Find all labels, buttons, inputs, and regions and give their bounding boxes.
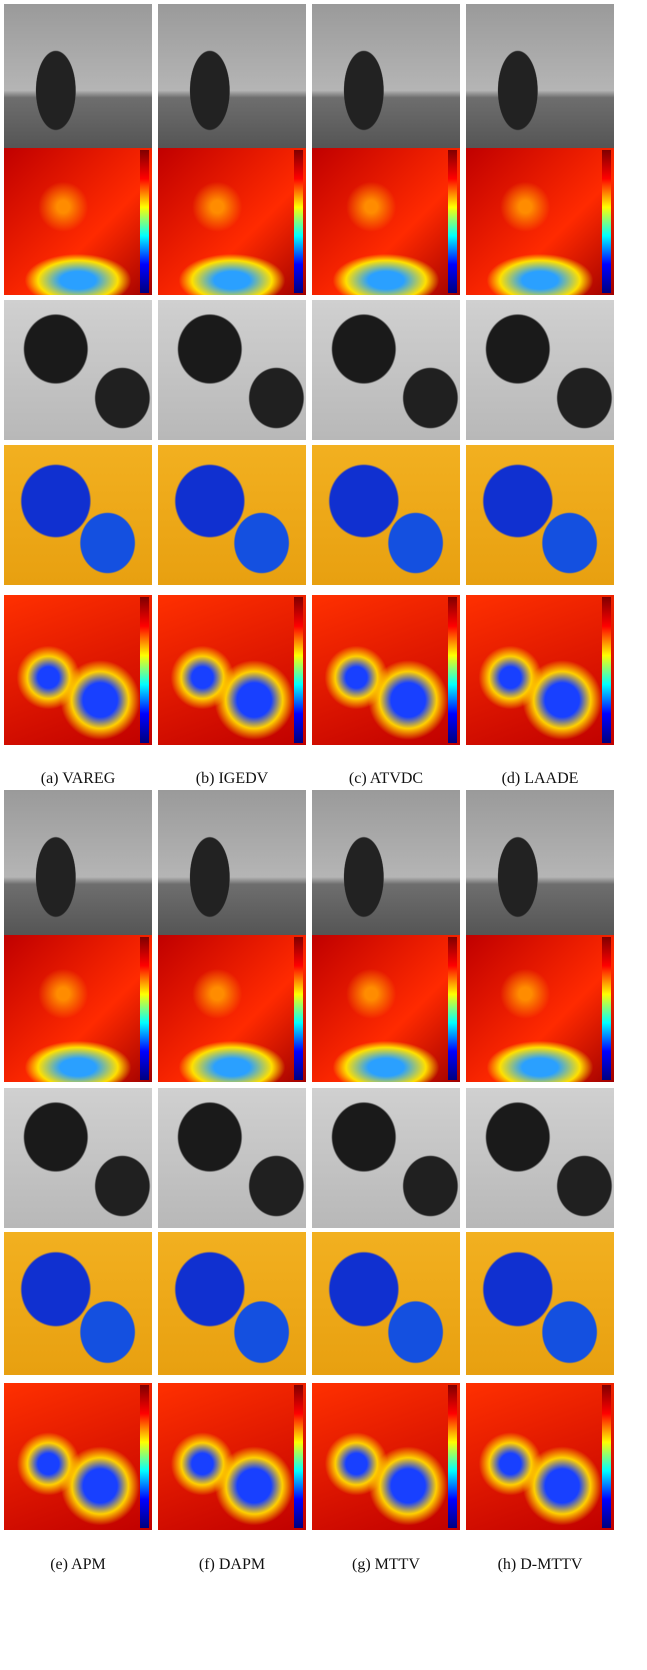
error-map bbox=[158, 148, 306, 295]
figure: (a) VAREG(b) IGEDV(c) ATVDC(d) LAADE (e) … bbox=[0, 0, 647, 1670]
image bbox=[4, 4, 152, 148]
caption: (h) D-MTTV bbox=[460, 1556, 620, 1574]
caption: (g) MTTV bbox=[306, 1556, 466, 1574]
image bbox=[4, 300, 152, 440]
error-map bbox=[312, 148, 460, 295]
image bbox=[466, 790, 614, 935]
colorbar bbox=[448, 937, 457, 1080]
error-map bbox=[158, 595, 306, 745]
error-map bbox=[158, 1383, 306, 1530]
colorbar bbox=[448, 597, 457, 743]
colorbar bbox=[140, 597, 149, 743]
image bbox=[4, 790, 152, 935]
caption: (c) ATVDC bbox=[306, 770, 466, 788]
caption: (a) VAREG bbox=[0, 770, 158, 788]
error-map bbox=[158, 935, 306, 1082]
image bbox=[312, 300, 460, 440]
colorbar bbox=[602, 597, 611, 743]
image bbox=[4, 1088, 152, 1228]
colorbar bbox=[140, 1385, 149, 1528]
error-map bbox=[4, 1383, 152, 1530]
image bbox=[158, 300, 306, 440]
error-map bbox=[466, 595, 614, 745]
colorbar bbox=[602, 150, 611, 293]
error-map bbox=[312, 935, 460, 1082]
error-map bbox=[312, 595, 460, 745]
image bbox=[312, 1232, 460, 1375]
colorbar bbox=[294, 937, 303, 1080]
image bbox=[466, 1088, 614, 1228]
error-map bbox=[466, 935, 614, 1082]
caption: (d) LAADE bbox=[460, 770, 620, 788]
caption: (b) IGEDV bbox=[152, 770, 312, 788]
colorbar bbox=[294, 597, 303, 743]
colorbar bbox=[448, 1385, 457, 1528]
image bbox=[466, 1232, 614, 1375]
colorbar bbox=[294, 150, 303, 293]
image bbox=[312, 1088, 460, 1228]
image bbox=[158, 1088, 306, 1228]
error-map bbox=[4, 595, 152, 745]
image bbox=[4, 445, 152, 585]
image bbox=[4, 1232, 152, 1375]
caption: (f) DAPM bbox=[152, 1556, 312, 1574]
colorbar bbox=[602, 937, 611, 1080]
error-map bbox=[466, 148, 614, 295]
colorbar bbox=[140, 150, 149, 293]
error-map bbox=[4, 148, 152, 295]
image bbox=[466, 445, 614, 585]
colorbar bbox=[294, 1385, 303, 1528]
image bbox=[312, 4, 460, 148]
image bbox=[158, 445, 306, 585]
colorbar bbox=[448, 150, 457, 293]
image bbox=[158, 790, 306, 935]
image bbox=[312, 790, 460, 935]
image bbox=[466, 4, 614, 148]
image bbox=[158, 4, 306, 148]
colorbar bbox=[140, 937, 149, 1080]
error-map bbox=[466, 1383, 614, 1530]
colorbar bbox=[602, 1385, 611, 1528]
image bbox=[312, 445, 460, 585]
image bbox=[466, 300, 614, 440]
caption: (e) APM bbox=[0, 1556, 158, 1574]
error-map bbox=[4, 935, 152, 1082]
error-map bbox=[312, 1383, 460, 1530]
image bbox=[158, 1232, 306, 1375]
